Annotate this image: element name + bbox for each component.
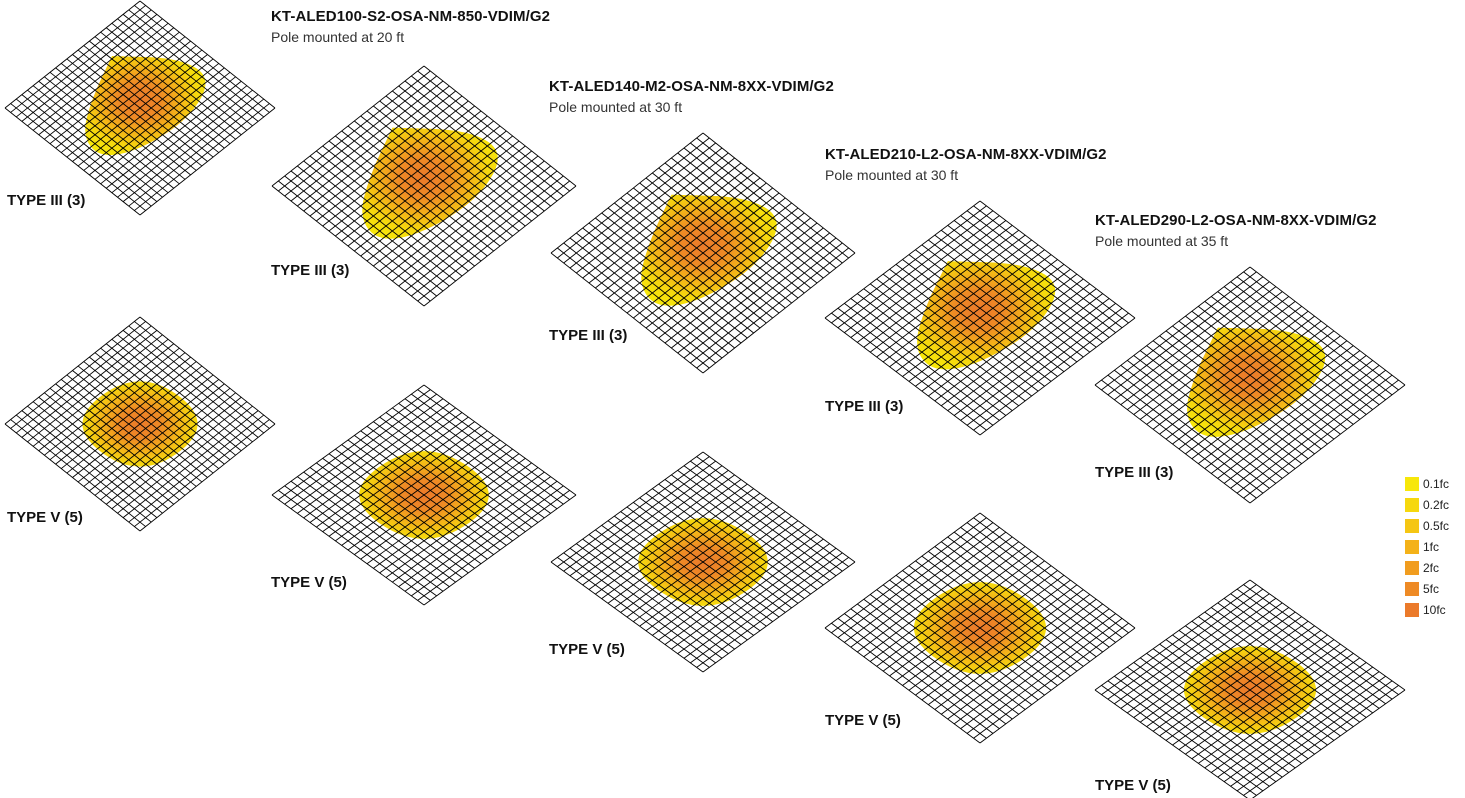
legend-label: 1fc (1423, 540, 1440, 554)
product-mount-2: Pole mounted at 30 ft (549, 99, 683, 115)
illuminance-area (1187, 327, 1326, 437)
legend-label: 5fc (1423, 582, 1440, 596)
product-title-2: KT-ALED140-M2-OSA-NM-8XX-VDIM/G2 (549, 78, 834, 95)
type5-photometric-plot (550, 451, 856, 673)
legend-label: 0.1fc (1423, 477, 1450, 491)
type3-label-2: TYPE III (3) (271, 262, 350, 279)
legend-item: 0.2fc (1405, 498, 1449, 512)
legend-swatch (1405, 582, 1419, 596)
product-title-1: KT-ALED100-S2-OSA-NM-850-VDIM/G2 (271, 8, 551, 25)
product-mount-1: Pole mounted at 20 ft (271, 29, 405, 45)
illuminance-area (85, 56, 206, 156)
legend-item: 0.5fc (1405, 519, 1449, 533)
product-mount-4: Pole mounted at 35 ft (1095, 233, 1229, 249)
type5-label-1: TYPE V (5) (7, 509, 83, 526)
product-title-3: KT-ALED210-L2-OSA-NM-8XX-VDIM/G2 (825, 146, 1107, 163)
type5-label-5: TYPE V (5) (1095, 777, 1171, 794)
illuminance-area (362, 127, 498, 239)
type3-label-5: TYPE III (3) (1095, 464, 1174, 481)
type3-photometric-plot (4, 0, 276, 216)
type5-photometric-plot (271, 384, 577, 606)
type3-label-4: TYPE III (3) (825, 398, 904, 415)
product-title-4: KT-ALED290-L2-OSA-NM-8XX-VDIM/G2 (1095, 212, 1377, 229)
legend-swatch (1405, 603, 1419, 617)
legend-label: 10fc (1423, 603, 1446, 617)
type3-photometric-plot (271, 65, 577, 307)
legend-swatch (1405, 498, 1419, 512)
legend-label: 0.5fc (1423, 519, 1450, 533)
legend-item: 5fc (1405, 582, 1439, 596)
legend-item: 0.1fc (1405, 477, 1449, 491)
type5-photometric-plot (824, 512, 1136, 744)
type3-photometric-plot (550, 132, 856, 374)
legend-swatch (1405, 561, 1419, 575)
legend-item: 1fc (1405, 540, 1439, 554)
legend-item: 2fc (1405, 561, 1439, 575)
type3-photometric-plot (1094, 266, 1406, 504)
type5-label-2: TYPE V (5) (271, 574, 347, 591)
type3-label-1: TYPE III (3) (7, 192, 86, 209)
type3-photometric-plot (824, 200, 1136, 436)
illuminance-area (641, 194, 777, 306)
product-mount-3: Pole mounted at 30 ft (825, 167, 959, 183)
type5-label-4: TYPE V (5) (825, 712, 901, 729)
legend-label: 0.2fc (1423, 498, 1450, 512)
illuminance-area (917, 261, 1056, 370)
legend-swatch (1405, 540, 1419, 554)
legend-swatch (1405, 477, 1419, 491)
type5-label-3: TYPE V (5) (549, 641, 625, 658)
legend-swatch (1405, 519, 1419, 533)
type5-photometric-plot (1094, 579, 1406, 798)
type3-label-3: TYPE III (3) (549, 327, 628, 344)
type5-photometric-plot (4, 316, 276, 532)
legend-label: 2fc (1423, 561, 1440, 575)
legend-item: 10fc (1405, 603, 1446, 617)
